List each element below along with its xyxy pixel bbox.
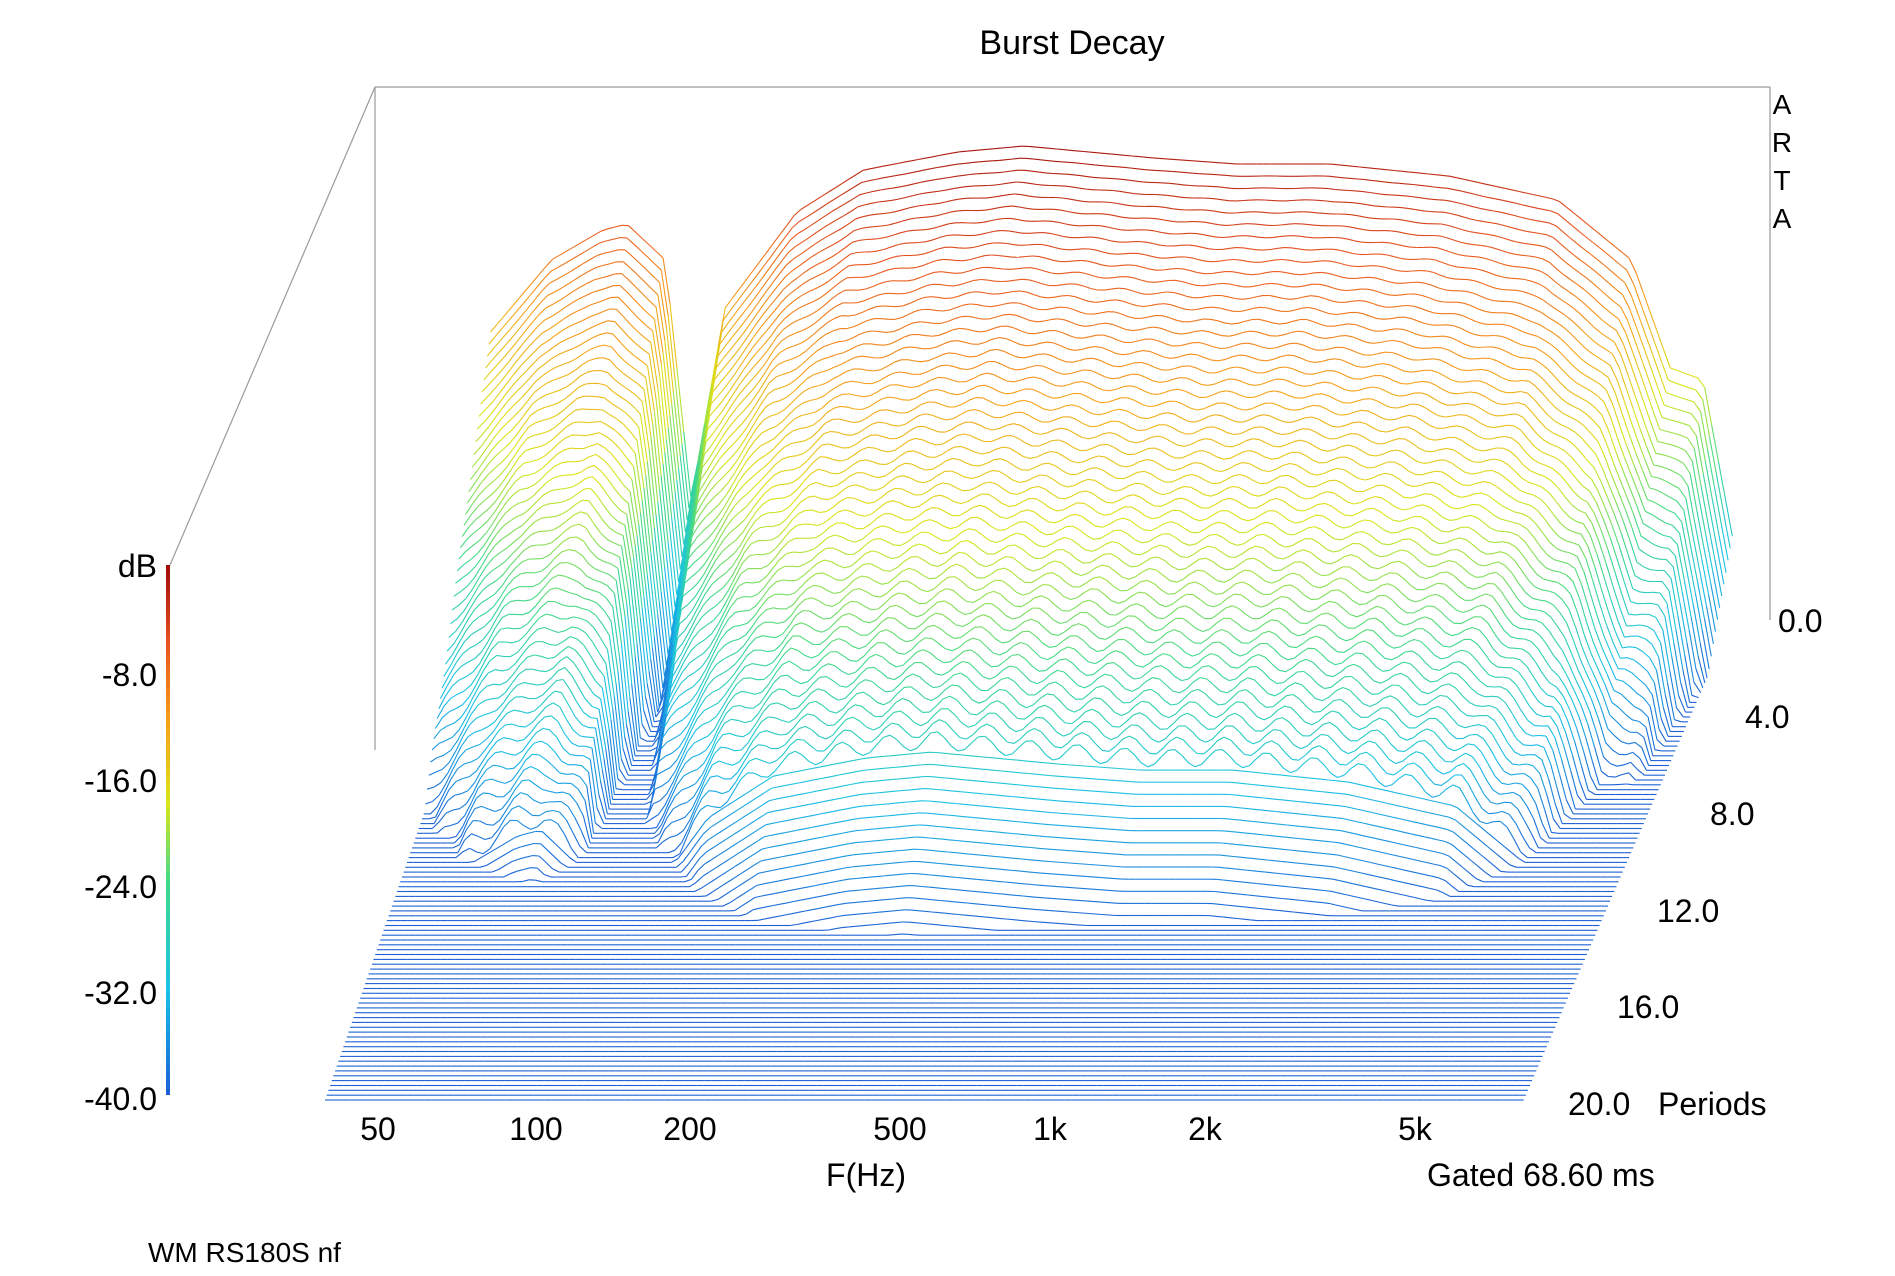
colorbar <box>166 565 170 1095</box>
waterfall-slices <box>325 146 1732 1100</box>
